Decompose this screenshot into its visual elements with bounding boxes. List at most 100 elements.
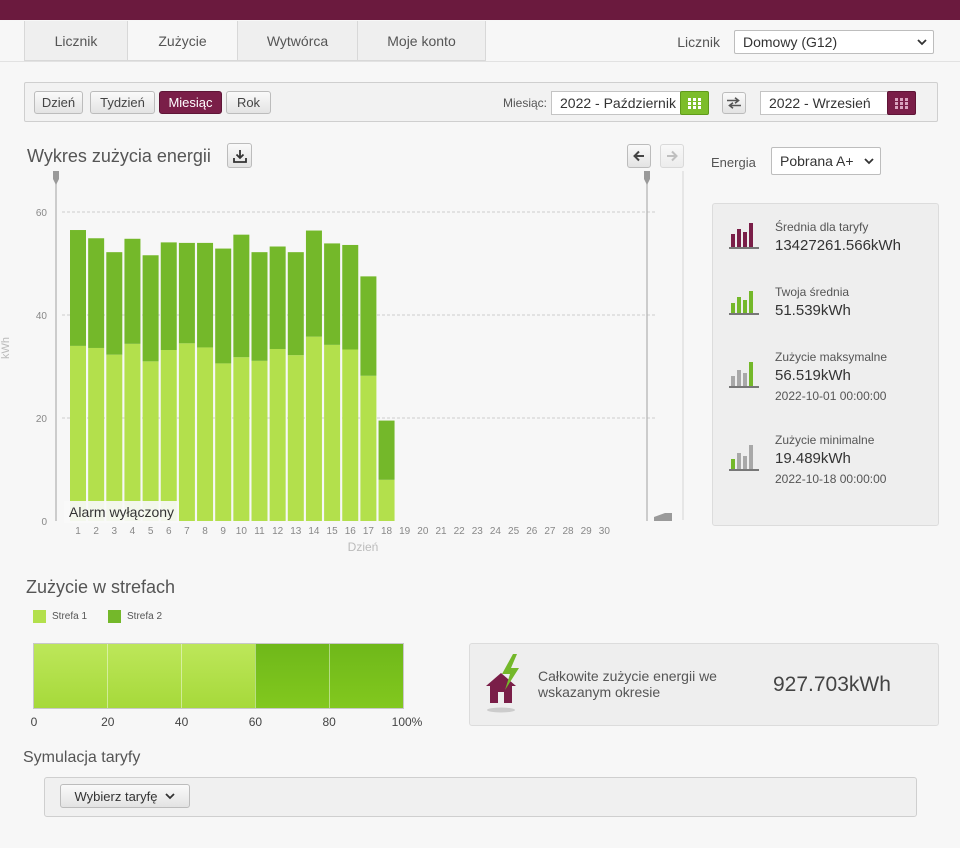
- stat-tariff-average-value: 13427261.566kWh: [775, 237, 901, 254]
- bar-zone-1[interactable]: [233, 357, 250, 521]
- bar-zone-2[interactable]: [197, 242, 214, 348]
- chart-prev-button[interactable]: [627, 144, 651, 168]
- tab-moje-konto[interactable]: Moje konto: [357, 21, 486, 61]
- x-tick-label: 16: [345, 526, 357, 537]
- bar-zone-2[interactable]: [233, 234, 250, 358]
- bar-zone-1[interactable]: [197, 347, 214, 521]
- alarm-status: Alarm wyłączony: [64, 501, 180, 523]
- x-tick-label: 12: [272, 526, 284, 537]
- total-usage-label: Całkowite zużycie energii we wskazanym o…: [538, 668, 717, 700]
- zone-axis-tick: 0: [30, 715, 38, 729]
- bar-chart-icon: [729, 291, 759, 315]
- tariff-select[interactable]: Wybierz taryfę: [60, 784, 190, 808]
- threshold-marker[interactable]: [654, 513, 672, 521]
- chevron-down-icon: [917, 38, 927, 45]
- bar-zone-2[interactable]: [360, 276, 377, 376]
- period-year-button[interactable]: Rok: [226, 91, 271, 114]
- tab-zuzycie[interactable]: Zużycie: [127, 21, 238, 61]
- zone-gridline: [107, 644, 108, 708]
- bar-zone-1[interactable]: [106, 354, 123, 521]
- stats-panel: Średnia dla taryfy 13427261.566kWh Twoja…: [712, 203, 939, 526]
- energy-label: Energia: [711, 155, 756, 170]
- zone-share-bar: [33, 643, 404, 709]
- nav-divider: [0, 61, 960, 62]
- bar-zone-1[interactable]: [269, 348, 286, 521]
- bar-chart-min-icon: [729, 445, 759, 471]
- bar-zone-1[interactable]: [251, 360, 268, 521]
- bar-zone-1[interactable]: [324, 344, 341, 521]
- x-tick-label: 3: [112, 526, 118, 537]
- meter-select[interactable]: Domowy (G12): [734, 30, 934, 54]
- bar-zone-1[interactable]: [88, 347, 105, 521]
- x-axis-label: Dzień: [348, 540, 379, 554]
- bar-zone-1[interactable]: [70, 345, 86, 521]
- download-icon: [232, 149, 247, 163]
- bar-zone-1[interactable]: [305, 336, 322, 521]
- bar-zone-2[interactable]: [142, 255, 159, 362]
- arrow-right-icon: [667, 150, 678, 162]
- bar-zone-2[interactable]: [378, 420, 395, 480]
- y-tick-label: 20: [36, 414, 48, 425]
- bar-zone-1[interactable]: [360, 375, 377, 521]
- x-tick-label: 18: [381, 526, 393, 537]
- legend-swatch-zone-1: [33, 610, 46, 623]
- bar-zone-2[interactable]: [160, 242, 177, 351]
- swap-periods-button[interactable]: [722, 92, 746, 114]
- period-day-button[interactable]: Dzień: [34, 91, 83, 114]
- legend-swatch-zone-2: [108, 610, 121, 623]
- bar-zone-2[interactable]: [215, 248, 232, 364]
- zone-2-segment: [255, 644, 403, 708]
- range-handle-right-grip[interactable]: [644, 171, 650, 185]
- calendar-icon: [895, 97, 908, 109]
- stat-min-usage-label: Zużycie minimalne: [775, 433, 875, 447]
- x-tick-label: 9: [220, 526, 226, 537]
- current-month-field[interactable]: 2022 - Październik: [551, 91, 681, 115]
- stat-min-usage-date: 2022-10-18 00:00:00: [775, 472, 887, 486]
- bar-zone-2[interactable]: [324, 243, 341, 345]
- bar-zone-2[interactable]: [88, 238, 105, 348]
- zone-1-segment: [34, 644, 256, 708]
- bar-zone-2[interactable]: [70, 230, 86, 346]
- bar-zone-1[interactable]: [378, 479, 395, 521]
- tab-wytworca[interactable]: Wytwórca: [237, 21, 358, 61]
- legend-zone-1: Strefa 1: [33, 610, 87, 623]
- compare-calendar-button[interactable]: [887, 91, 916, 115]
- x-tick-label: 7: [184, 526, 190, 537]
- bar-zone-1[interactable]: [160, 350, 177, 521]
- bar-zone-1[interactable]: [142, 361, 159, 521]
- bar-zone-2[interactable]: [287, 252, 304, 356]
- x-tick-label: 13: [290, 526, 302, 537]
- bar-zone-2[interactable]: [178, 242, 195, 344]
- x-tick-label: 29: [581, 526, 593, 537]
- tab-licznik[interactable]: Licznik: [24, 21, 128, 61]
- bar-zone-2[interactable]: [124, 238, 141, 344]
- x-tick-label: 8: [202, 526, 208, 537]
- x-tick-label: 5: [148, 526, 154, 537]
- bar-zone-1[interactable]: [342, 349, 359, 521]
- bar-zone-2[interactable]: [305, 230, 322, 337]
- x-tick-label: 19: [399, 526, 411, 537]
- compare-month-field[interactable]: 2022 - Wrzesień: [760, 91, 890, 115]
- bar-zone-2[interactable]: [106, 252, 123, 355]
- zone-gridline: [181, 644, 182, 708]
- y-tick-label: 60: [36, 208, 48, 219]
- range-handle-left-grip[interactable]: [53, 171, 59, 185]
- bar-zone-1[interactable]: [215, 363, 232, 521]
- period-month-button[interactable]: Miesiąc: [159, 91, 222, 114]
- current-calendar-button[interactable]: [680, 91, 709, 115]
- energy-select[interactable]: Pobrana A+: [771, 147, 881, 175]
- bar-zone-1[interactable]: [178, 343, 195, 521]
- y-tick-label: 0: [41, 517, 47, 528]
- bar-zone-2[interactable]: [269, 246, 286, 349]
- meter-label: Licznik: [677, 34, 720, 50]
- bar-zone-2[interactable]: [251, 252, 268, 361]
- period-week-button[interactable]: Tydzień: [90, 91, 155, 114]
- download-button[interactable]: [227, 143, 252, 168]
- bar-zone-1[interactable]: [287, 355, 304, 521]
- bar-zone-1[interactable]: [124, 343, 141, 521]
- total-usage-value: 927.703kWh: [773, 673, 891, 696]
- stat-max-usage-date: 2022-10-01 00:00:00: [775, 389, 887, 403]
- chevron-down-icon: [165, 792, 176, 799]
- bar-zone-2[interactable]: [342, 244, 359, 350]
- chart-next-button[interactable]: [660, 144, 684, 168]
